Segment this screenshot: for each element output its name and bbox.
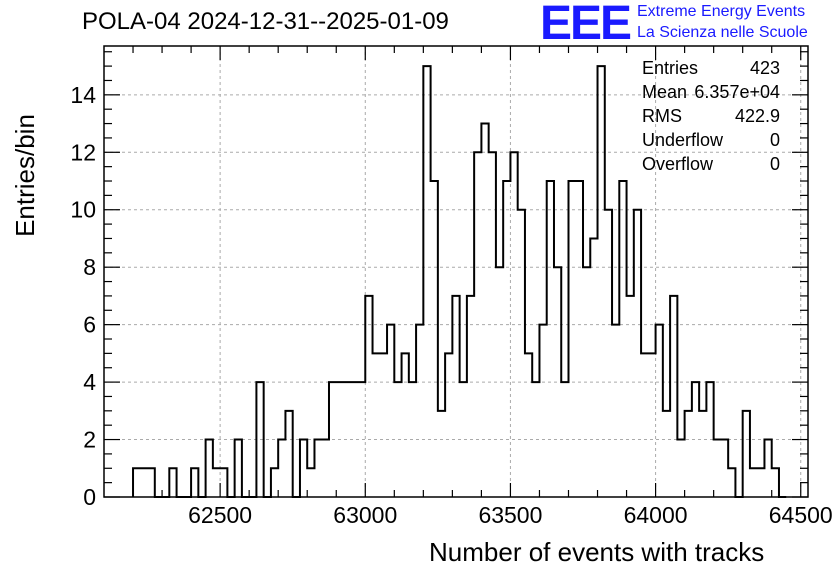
y-axis-label-box: Entries/bin [6,110,40,237]
histogram-bin [481,124,488,497]
histogram-bin [322,440,329,497]
histogram-bin [547,181,554,497]
histogram-bin [728,468,735,497]
y-tick-label: 8 [83,254,96,280]
histogram-bin [605,210,612,497]
stat-value: 0 [769,130,780,150]
stats-box: Entries 423 Mean 6.357e+04 RMS 422.9 Und… [642,58,780,178]
stat-label: RMS [642,106,682,126]
histogram-bin [699,411,706,497]
stat-row-entries: Entries 423 [642,58,780,82]
y-tick-label: 10 [70,197,96,223]
histogram-bin [518,210,525,497]
histogram-bin [568,181,575,497]
histogram-bin [576,181,583,497]
histogram-bin [373,353,380,497]
stat-row-underflow: Underflow 0 [642,130,780,154]
x-tick-label: 64000 [624,502,688,528]
stat-value: 0 [769,154,780,174]
histogram-bin [685,411,692,497]
histogram-bin [278,440,285,497]
histogram-bin [438,411,445,497]
x-tick-label: 63500 [478,502,542,528]
histogram-bin [663,411,670,497]
plot-frame [103,45,809,498]
y-tick-label: 6 [83,312,96,338]
histogram-bin [467,296,474,497]
histogram-bin [365,296,372,497]
stat-row-mean: Mean 6.357e+04 [642,82,780,106]
histogram-bin [148,468,155,497]
histogram-bin [452,296,459,497]
histogram-bin [677,440,684,497]
stat-value: 422.9 [734,106,780,126]
y-axis-label: Entries/bin [9,114,40,237]
histogram-bin [380,353,387,497]
histogram-bin [503,181,510,497]
x-tick-label: 62500 [188,502,252,528]
chart-title: POLA-04 2024-12-31--2025-01-09 [82,8,449,35]
stat-label: Overflow [642,154,714,174]
histogram-bin [656,325,663,497]
stat-value: 6.357e+04 [694,82,780,102]
histogram-bin [772,468,779,497]
histogram-bin [300,440,307,497]
stat-label: Underflow [642,130,724,150]
histogram-bin [670,296,677,497]
histogram-bin [416,325,423,497]
stat-value: 423 [749,58,780,78]
histogram-bin [598,66,605,497]
x-axis-label: Number of events with tracks [429,537,765,567]
histogram-bin [627,296,634,497]
stat-row-rms: RMS 422.9 [642,106,780,130]
histogram-bin [314,440,321,497]
histogram-bin [648,353,655,497]
histogram-bin [764,440,771,497]
histogram-bin [169,468,176,497]
y-tick-label: 14 [70,82,96,108]
y-tick-label: 2 [83,427,96,453]
stat-row-overflow: Overflow 0 [642,154,780,178]
x-tick-label: 63000 [333,502,397,528]
histogram-bin [213,468,220,497]
histogram-bin [423,66,430,497]
histogram-bin [539,325,546,497]
histogram-bin [431,181,438,497]
y-tick-label: 12 [70,139,96,165]
histogram-bin [220,468,227,497]
eee-logo: EEE [540,0,632,50]
histogram-bin [634,210,641,497]
y-tick-label: 0 [83,484,96,510]
histogram-bin [133,468,140,497]
histogram-bin [387,325,394,497]
histogram-bin [285,411,292,497]
histogram-bin [641,353,648,497]
histogram-bin [743,411,750,497]
histogram-bin [590,238,597,497]
histogram-bin [307,468,314,497]
histogram-bin [750,468,757,497]
stat-label: Entries [642,58,699,78]
histogram-bin [612,325,619,497]
histogram-bin [757,468,764,497]
histogram-bin [714,440,721,497]
stat-label: Mean [642,82,688,102]
histogram-bin [271,468,278,497]
histogram-bin [525,353,532,497]
histogram-bin [445,353,452,497]
histogram-bin [191,468,198,497]
histogram-bin [721,440,728,497]
logo-caption-2: La Scienza nelle Scuole [637,24,808,41]
histogram-bin [235,440,242,497]
histogram-bin [140,468,147,497]
y-tick-label: 4 [83,369,96,395]
x-tick-label: 64500 [769,502,833,528]
logo-caption-1: Extreme Energy Events [637,3,806,20]
histogram-bin [402,353,409,497]
histogram-bin [619,181,626,497]
histogram-bin [206,440,213,497]
